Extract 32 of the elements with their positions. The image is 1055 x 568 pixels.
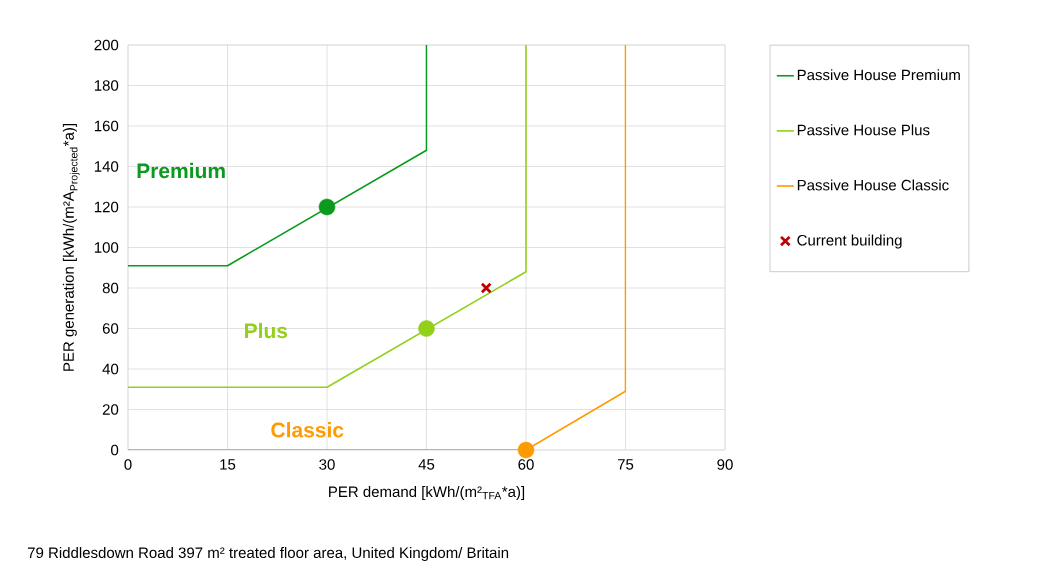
x-tick-label: 15: [220, 459, 236, 470]
y-tick-label: 100: [94, 242, 119, 253]
legend-label: Passive House Plus: [797, 124, 930, 136]
x-tick-label: 0: [124, 459, 132, 470]
x-tick-label: 45: [418, 459, 435, 470]
y-tick-label: 160: [94, 120, 119, 132]
point: [418, 320, 435, 337]
y-tick-label: 200: [94, 39, 119, 51]
annotation: Premium: [137, 162, 225, 179]
y-tick-label: 0: [111, 444, 119, 456]
y-axis-title: $\text{PER generation [kWh/(m²A}_{\text{Projected}}\text{*a)]}$: [62, 124, 80, 371]
legend-label: Current building: [797, 234, 902, 249]
y-tick-label: 60: [102, 323, 119, 334]
point: [517, 441, 535, 459]
annotation: Plus: [245, 322, 288, 339]
x-tick-label: 90: [717, 459, 733, 470]
y-tick-label: 120: [94, 201, 119, 213]
y-tick-label: 20: [102, 404, 119, 415]
annotation: Classic: [271, 422, 344, 438]
x-axis-title: PER demand [kWh/(m²$_{TFA}$*a)]: [329, 486, 525, 500]
x-tick-label: 75: [617, 459, 634, 470]
x-tick-label: 30: [319, 459, 335, 470]
y-tick-label: 80: [102, 282, 119, 294]
y-tick-label: 140: [94, 161, 119, 172]
y-tick-label: 180: [94, 80, 119, 91]
y-tick-label: 40: [102, 363, 119, 375]
legend-label: Passive House Classic: [797, 179, 949, 191]
legend-label: Passive House Premium: [797, 69, 960, 81]
x-tick-label: 60: [518, 459, 534, 470]
text: 79 Riddlesdown Road 397 m² treated floor area, United Kingdom/ Britain: [27, 547, 509, 561]
point: [480, 282, 492, 294]
point: [318, 198, 336, 216]
